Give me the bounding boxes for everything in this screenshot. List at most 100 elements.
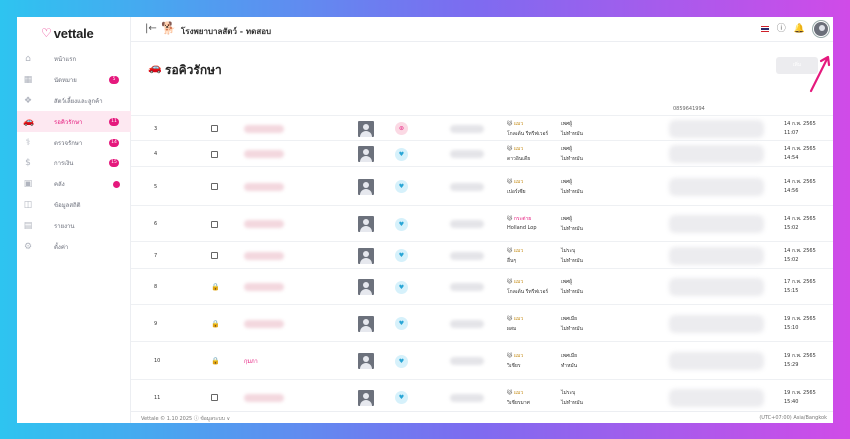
queue-time: 15:40	[784, 398, 799, 405]
sidebar-item-1[interactable]: ▦ นัดหมาย 5	[17, 70, 131, 91]
species: 🐱 กระต่าย	[507, 216, 532, 222]
sidebar-item-5[interactable]: $ การเงิน 15	[17, 153, 131, 174]
money-icon: $	[25, 158, 31, 169]
owner-name-redacted	[244, 319, 284, 328]
sidebar-item-3[interactable]: 🚗 รอคิวรักษา 11	[17, 111, 131, 133]
calendar-icon: ▦	[23, 75, 33, 86]
sex: เพศเมีย	[561, 353, 578, 359]
queue-date: 14 ก.พ. 2565	[784, 247, 816, 254]
app-window: ♡ vettale ⌂ หน้าแรก ▦ นัดหมาย 5 ❖ สัตว์เลี้ยงแ…	[17, 17, 833, 423]
sidebar-item-4[interactable]: ⚕ ตรวจรักษา 14	[17, 132, 131, 153]
owner-name-redacted	[244, 220, 284, 228]
queue-date: 14 ก.พ. 2565	[784, 120, 816, 127]
pet-avatar	[358, 315, 374, 332]
footer-version[interactable]: Vettale © 1.10 2025 ⓘ ข้อมูลระบบ ∨	[141, 416, 231, 422]
sex: เพศผู้	[561, 178, 573, 185]
visit-type-icon: ♥	[395, 354, 408, 368]
neutered-status: ไม่ทำหมัน	[561, 289, 583, 295]
species: 🐱 แมว	[507, 315, 524, 322]
neutered-status: ไม่ทำหมัน	[561, 130, 583, 137]
table-row[interactable]: 6 ♥ 🐱 กระต่าย Holland Lop เพศผู้ ไม่ทำหมัน 14 …	[131, 205, 833, 241]
sidebar-item-6[interactable]: ▣ คลัง	[17, 174, 131, 195]
lock-icon[interactable]: 🔒	[211, 357, 220, 365]
row-checkbox[interactable]	[211, 183, 218, 190]
sidebar-item-8[interactable]: ▤ รายงาน	[17, 215, 131, 236]
queue-date: 19 ก.พ. 2565	[784, 315, 816, 322]
breed: Holland Lop	[507, 225, 537, 231]
clinic-name[interactable]: โรงพยาบาลสัตว์ - ทดสอบ	[181, 27, 272, 36]
table-row[interactable]: 4 ♥ 🐱 แมว ดาวอินเดีย เพศผู้ ไม่ทำหมัน 14 ก.พ. …	[131, 140, 833, 166]
avatar[interactable]	[813, 21, 829, 37]
footer-timezone: (UTC+07:00) Asia/Bangkok	[759, 415, 827, 421]
pet-name-redacted	[450, 319, 484, 328]
lock-icon[interactable]: 🔒	[211, 283, 220, 291]
queue-time: 14:54	[784, 155, 799, 161]
table-row[interactable]: 8 🔒 ♥ 🐱 แมว โกลเด้น รีทรีฟเวอร์ เพศผู้ ไม่ทำหม…	[131, 268, 833, 304]
sex: เพศเมีย	[561, 315, 578, 322]
queue-date: 19 ก.พ. 2565	[784, 353, 816, 359]
sex: เพศผู้	[561, 216, 573, 222]
help-icon[interactable]: ⓘ	[776, 24, 786, 34]
neutered-status: ไม่ทำหมัน	[561, 226, 583, 232]
queue-time: 14:56	[784, 187, 799, 194]
topbar: |← 🐕 โรงพยาบาลสัตว์ - ทดสอบ ⓘ 🔔	[131, 17, 833, 42]
table-row[interactable]: 3 ⊛ 🐱 แมว โกลเด้น รีทรีฟเวอร์ เพศผู้ ไม่ทำหมั…	[131, 115, 833, 140]
sidebar-item-label: สัตว์เลี้ยงและลูกค้า	[54, 97, 103, 105]
pet-avatar	[358, 178, 374, 195]
neutered-status: ไม่ทำหมัน	[561, 156, 583, 162]
breed: วิเชียรมาศ	[507, 399, 530, 406]
visit-type-icon: ♥	[395, 391, 408, 404]
owner-name-redacted	[244, 182, 284, 191]
bell-icon[interactable]: 🔔	[793, 24, 805, 34]
table-row[interactable]: 11 ♥ 🐱 แมว วิเชียรมาศ ไม่ระบุ ไม่ทำหมัน 19 ก.พ…	[131, 379, 833, 411]
pet-avatar	[358, 247, 374, 264]
sidebar-item-0[interactable]: ⌂ หน้าแรก	[17, 49, 131, 70]
dog-icon: 🐕	[161, 21, 176, 35]
pet-avatar	[358, 279, 374, 295]
row-checkbox[interactable]	[211, 252, 218, 259]
row-checkbox[interactable]	[211, 394, 218, 401]
sidebar-item-label: ข้อมูลสถิติ	[54, 201, 81, 209]
visit-type-icon: ♥	[395, 317, 408, 330]
table-row[interactable]: 5 ♥ 🐱 แมว เปอร์เซีย เพศผู้ ไม่ทำหมัน 14 ก.พ. 2…	[131, 166, 833, 205]
sidebar-item-9[interactable]: ⚙ ตั้งค่า	[17, 236, 131, 257]
animal-icon: 🐱	[507, 353, 514, 359]
sidebar-item-label: การเงิน	[54, 160, 74, 168]
sex: เพศผู้	[561, 146, 573, 152]
count-badge: 11	[109, 117, 119, 126]
table-row[interactable]: 10 🔒 กุมภา ♥ 🐱 แมว วิเชียร เพศเมีย ทำหมัน 19 ก.พ…	[131, 341, 833, 379]
breed: ดาวอินเดีย	[507, 156, 531, 162]
home-icon: ⌂	[25, 54, 31, 65]
add-button[interactable]: เพิ่ม	[776, 57, 818, 74]
table-row[interactable]: 7 ♥ 🐱 แมว อื่นๆ ไม่ระบุ ไม่ทำหมัน 14 ก.พ. 2565…	[131, 241, 833, 268]
pet-avatar	[358, 389, 374, 406]
queue-number: 9	[154, 320, 158, 327]
collapse-sidebar-icon[interactable]: |←	[145, 23, 157, 34]
breed: โกลเด้น รีทรีฟเวอร์	[507, 289, 549, 295]
visit-type-icon: ⊛	[395, 122, 408, 135]
queue-time: 15:02	[784, 225, 799, 231]
pet-name-redacted	[450, 251, 484, 260]
sidebar-item-label: รอคิวรักษา	[54, 118, 83, 126]
species: 🐱 แมว	[507, 389, 524, 396]
row-checkbox[interactable]	[211, 125, 218, 132]
owner-name[interactable]: กุมภา	[244, 359, 258, 365]
row-checkbox[interactable]	[211, 220, 218, 228]
lock-icon[interactable]: 🔒	[211, 319, 220, 328]
page-title: รอคิวรักษา	[165, 63, 222, 77]
sidebar-item-label: รายงาน	[54, 222, 75, 230]
row-checkbox[interactable]	[211, 150, 218, 158]
visit-type-icon: ♥	[395, 280, 408, 294]
logo[interactable]: ♡ vettale	[41, 25, 94, 41]
species: 🐱 แมว	[507, 353, 524, 359]
neutered-status: ไม่ทำหมัน	[561, 325, 583, 332]
sidebar-item-label: หน้าแรก	[54, 56, 77, 64]
sidebar-nav: ⌂ หน้าแรก ▦ นัดหมาย 5 ❖ สัตว์เลี้ยงและลูกค้า 🚗 ร…	[17, 49, 131, 257]
pet-name-redacted	[450, 357, 484, 365]
sidebar-item-2[interactable]: ❖ สัตว์เลี้ยงและลูกค้า	[17, 91, 131, 112]
table-row[interactable]: 9 🔒 ♥ 🐱 แมว ผสม เพศเมีย ไม่ทำหมัน 19 ก.พ. 2565 1…	[131, 304, 833, 341]
sidebar-item-7[interactable]: ◫ ข้อมูลสถิติ	[17, 195, 131, 216]
language-flag-icon[interactable]	[760, 26, 769, 32]
contact-redacted	[669, 246, 764, 265]
breed: ผสม	[507, 325, 517, 332]
